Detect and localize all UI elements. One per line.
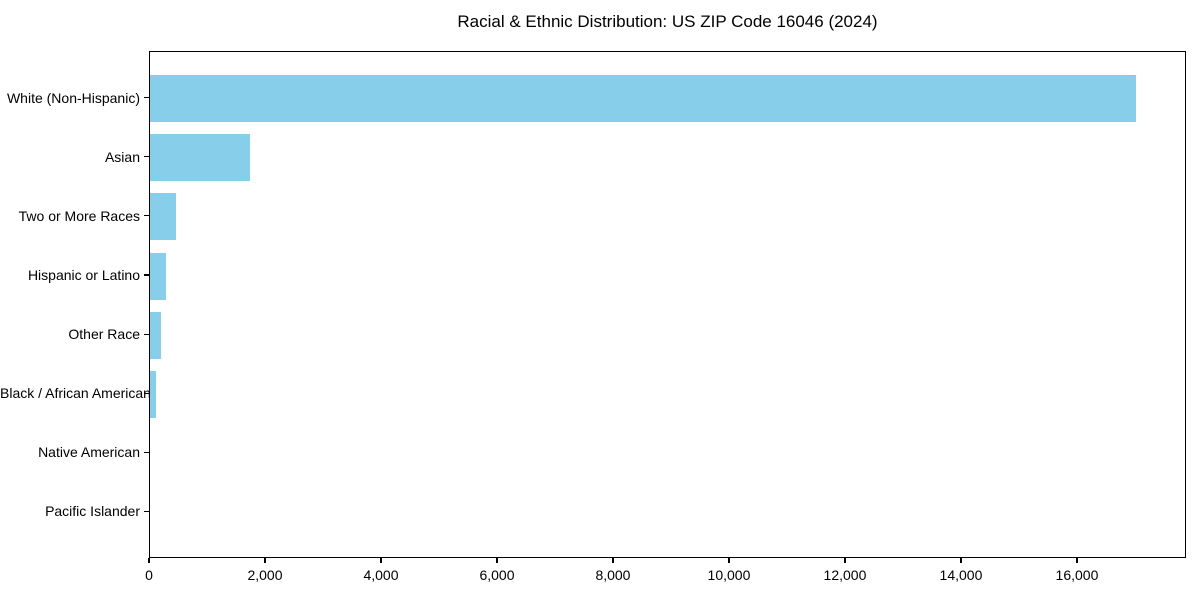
y-axis-label: Asian <box>104 148 140 165</box>
y-axis-label: Hispanic or Latino <box>27 267 140 283</box>
x-tick-label: 4,000 <box>363 567 399 583</box>
x-tick-label: 0 <box>145 567 153 583</box>
x-tick-label: 10,000 <box>707 567 751 583</box>
x-tick-label: 8,000 <box>595 567 631 583</box>
y-tick <box>144 333 149 335</box>
x-tick <box>728 558 730 563</box>
x-tick <box>844 558 846 563</box>
bar <box>150 193 177 241</box>
x-tick <box>264 558 266 563</box>
plot-area <box>149 51 1186 558</box>
y-axis-label: Native American <box>38 444 140 461</box>
y-axis-label: Two or More Races <box>18 207 140 224</box>
bar <box>150 311 161 359</box>
x-tick <box>148 558 150 563</box>
bar <box>150 134 250 182</box>
y-axis-label: Pacific Islander <box>45 503 140 520</box>
y-tick <box>144 215 149 217</box>
y-tick <box>144 451 149 453</box>
x-tick <box>380 558 382 563</box>
x-tick <box>960 558 962 563</box>
x-tick <box>496 558 498 563</box>
x-tick-label: 2,000 <box>247 567 283 583</box>
y-axis-label: Black / African American <box>0 385 151 402</box>
y-axis-label: White (Non-Hispanic) <box>6 89 140 106</box>
x-tick-label: 16,000 <box>1055 567 1099 583</box>
bar <box>150 252 166 300</box>
x-tick <box>1076 558 1078 563</box>
bar <box>150 75 1136 123</box>
y-axis-label: Other Race <box>68 326 140 343</box>
y-tick <box>144 274 149 276</box>
x-tick-label: 6,000 <box>479 567 515 583</box>
y-tick <box>144 392 149 394</box>
chart-title: Racial & Ethnic Distribution: US ZIP Cod… <box>457 12 878 31</box>
x-tick <box>612 558 614 563</box>
bars-layer <box>150 52 1185 557</box>
y-tick <box>144 97 149 99</box>
y-tick <box>144 156 149 158</box>
y-tick <box>144 510 149 512</box>
bar <box>150 370 156 418</box>
x-tick-label: 12,000 <box>823 567 867 583</box>
x-tick-label: 14,000 <box>939 567 983 583</box>
